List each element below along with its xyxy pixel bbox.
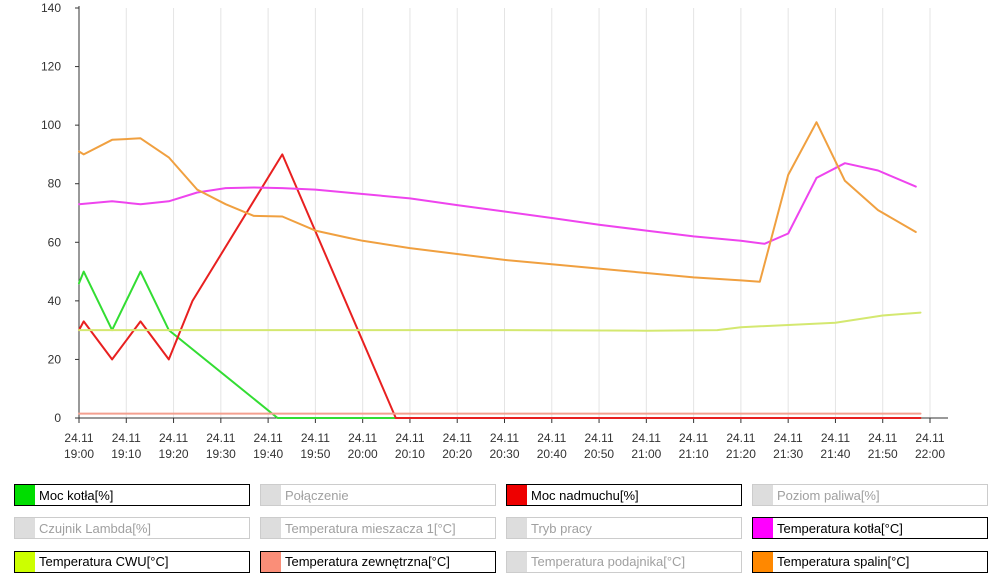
y-tick-label: 0: [54, 411, 61, 425]
legend-label: Temperatura spalin[°C]: [777, 554, 910, 570]
legend-item[interactable]: Temperatura kotła[°C]: [752, 517, 988, 540]
legend-label: Temperatura podajnika[°C]: [531, 554, 686, 570]
x-tick-time: 21:00: [631, 447, 661, 461]
legend-swatch: [15, 485, 35, 505]
x-tick-date: 24.11: [679, 431, 708, 445]
y-tick-label: 40: [48, 294, 62, 308]
legend-label: Tryb pracy: [531, 520, 592, 536]
y-tick-label: 120: [41, 60, 61, 74]
legend-label: Temperatura kotła[°C]: [777, 520, 903, 536]
legend-label: Temperatura CWU[°C]: [39, 554, 169, 570]
x-tick-time: 19:30: [206, 447, 236, 461]
legend-label: Moc nadmuchu[%]: [531, 487, 639, 503]
y-tick-label: 140: [41, 1, 61, 15]
series-line-0: [78, 270, 922, 419]
legend-label: Temperatura mieszacza 1[°C]: [285, 520, 456, 536]
legend-swatch: [261, 485, 281, 505]
x-tick-date: 24.11: [632, 431, 661, 445]
x-tick-date: 24.11: [348, 431, 377, 445]
legend-label: Poziom paliwa[%]: [777, 487, 880, 503]
x-tick-time: 19:20: [159, 447, 189, 461]
x-tick-time: 21:50: [868, 447, 898, 461]
x-tick-date: 24.11: [206, 431, 235, 445]
y-tick-label: 100: [41, 118, 61, 132]
y-tick-label: 60: [48, 235, 62, 249]
line-chart: 0 20 40 60 80 100 120 140 24.11 19:00 24.11 19:10 24…: [41, 1, 948, 461]
series-line-5: [78, 121, 917, 283]
legend-swatch: [753, 485, 773, 505]
series-line-3: [78, 311, 922, 332]
x-tick-time: 19:40: [253, 447, 283, 461]
legend-label: Połączenie: [285, 487, 349, 503]
series-line-2: [78, 162, 917, 245]
legend-swatch: [507, 518, 527, 539]
legend-item[interactable]: Temperatura mieszacza 1[°C]: [260, 517, 496, 540]
x-tick-date: 24.11: [584, 431, 613, 445]
x-tick-date: 24.11: [774, 431, 803, 445]
legend-item[interactable]: Moc nadmuchu[%]: [506, 484, 742, 506]
x-tick-time: 20:20: [442, 447, 472, 461]
y-tick-label: 80: [48, 177, 62, 191]
legend-swatch: [15, 518, 35, 539]
x-tick-date: 24.11: [915, 431, 944, 445]
x-tick-time: 19:50: [300, 447, 330, 461]
x-tick-date: 24.11: [537, 431, 566, 445]
x-tick-time: 21:30: [773, 447, 803, 461]
x-tick-time: 21:20: [726, 447, 756, 461]
legend-swatch: [15, 551, 35, 572]
legend-item[interactable]: Tryb pracy: [506, 517, 742, 540]
legend-label: Czujnik Lambda[%]: [39, 520, 151, 536]
x-tick-time: 19:00: [64, 447, 94, 461]
x-tick-date: 24.11: [64, 431, 93, 445]
x-tick-date: 24.11: [821, 431, 850, 445]
x-tick-date: 24.11: [159, 431, 188, 445]
x-tick-date: 24.11: [112, 431, 141, 445]
legend-swatch: [507, 551, 527, 572]
legend-item[interactable]: Temperatura CWU[°C]: [14, 550, 250, 573]
x-tick-date: 24.11: [726, 431, 755, 445]
legend-swatch: [261, 551, 281, 572]
y-tick-label: 20: [48, 352, 62, 366]
x-tick-time: 20:00: [348, 447, 378, 461]
x-tick-date: 24.11: [254, 431, 283, 445]
x-tick-date: 24.11: [443, 431, 472, 445]
legend-item[interactable]: Temperatura podajnika[°C]: [506, 550, 742, 573]
x-tick-time: 20:40: [537, 447, 567, 461]
legend-item[interactable]: Połączenie: [260, 484, 496, 506]
x-tick-time: 21:40: [820, 447, 850, 461]
legend-swatch: [507, 485, 527, 505]
x-tick-date: 24.11: [395, 431, 424, 445]
legend-item[interactable]: Temperatura spalin[°C]: [752, 550, 988, 573]
legend-swatch: [261, 518, 281, 539]
x-tick-date: 24.11: [868, 431, 897, 445]
legend-item[interactable]: Moc kotła[%]: [14, 484, 250, 506]
x-tick-time: 20:30: [489, 447, 519, 461]
legend-item[interactable]: Czujnik Lambda[%]: [14, 517, 250, 540]
x-tick-time: 22:00: [915, 447, 945, 461]
legend-label: Temperatura zewnętrzna[°C]: [285, 554, 450, 570]
x-tick-date: 24.11: [490, 431, 519, 445]
x-tick-time: 19:10: [111, 447, 141, 461]
x-tick-time: 20:50: [584, 447, 614, 461]
x-tick-date: 24.11: [301, 431, 330, 445]
legend-swatch: [753, 518, 773, 539]
chart-legend: Moc kotła[%] Połączenie Moc nadmuchu[%] Poz…: [14, 484, 990, 576]
x-tick-time: 21:10: [679, 447, 709, 461]
legend-item[interactable]: Poziom paliwa[%]: [752, 484, 988, 506]
x-tick-time: 20:10: [395, 447, 425, 461]
legend-label: Moc kotła[%]: [39, 487, 114, 503]
legend-item[interactable]: Temperatura zewnętrzna[°C]: [260, 550, 496, 573]
legend-swatch: [753, 551, 773, 572]
